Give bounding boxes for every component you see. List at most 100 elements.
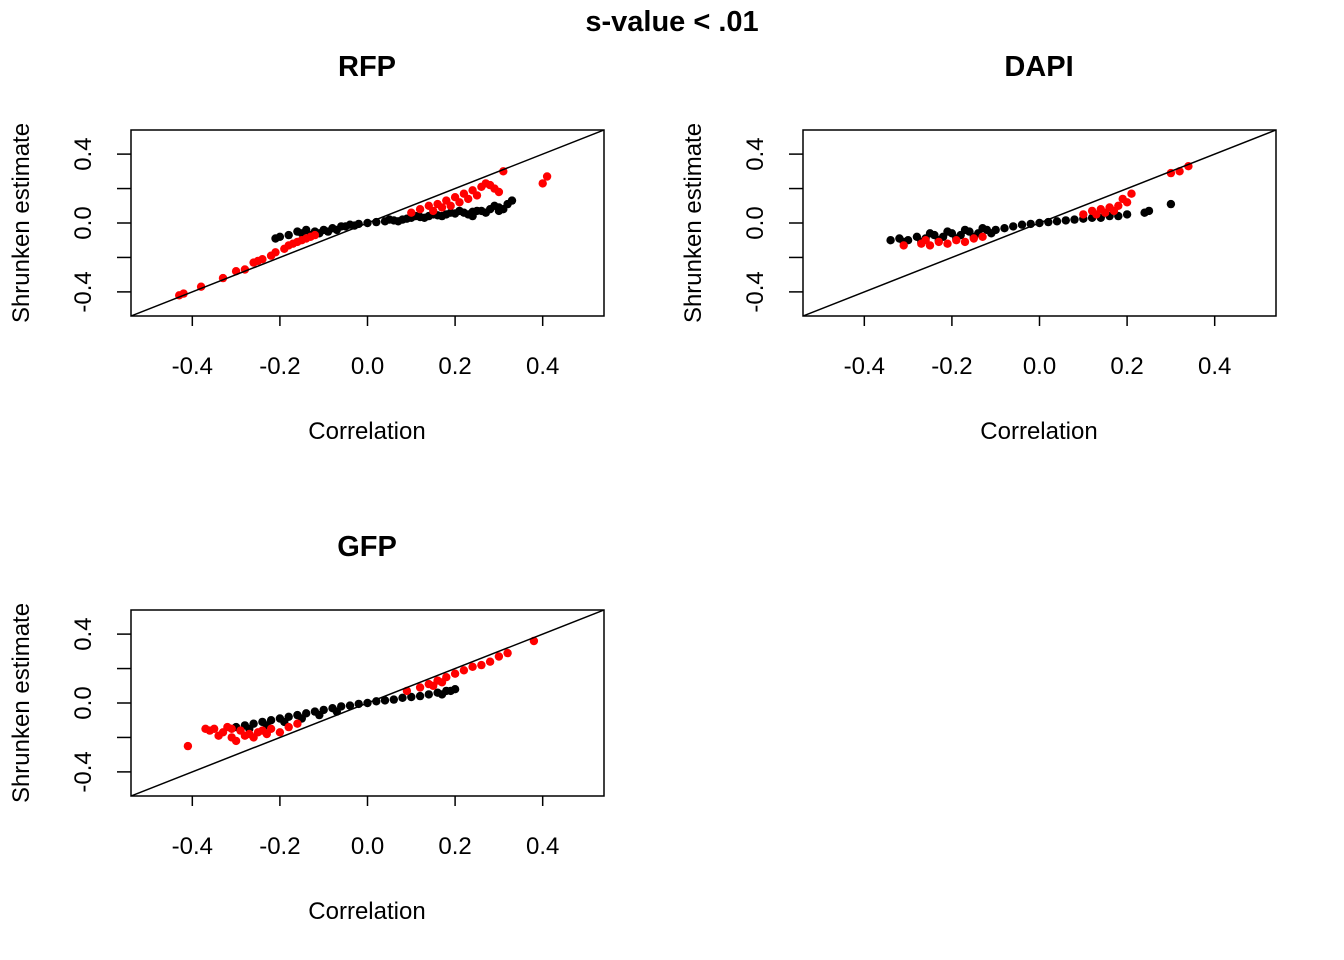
data-point	[266, 724, 276, 733]
identity-line	[131, 610, 604, 796]
data-layer	[131, 610, 604, 796]
data-point	[293, 719, 302, 728]
data-point	[490, 201, 499, 210]
data-point	[446, 686, 455, 696]
data-point	[310, 230, 320, 240]
data-point	[925, 229, 935, 238]
panel-gfp: GFP Correlation Shrunken estimate -0.4 -0…	[8, 531, 605, 925]
panel-dapi: DAPI Correlation Shrunken estimate -0.4 -…	[680, 51, 1277, 445]
data-point	[271, 248, 280, 257]
y-axis-label: Shrunken estimate	[680, 123, 707, 323]
data-point	[380, 696, 390, 705]
x-tick-label: 0.4	[526, 833, 559, 860]
data-point	[446, 201, 455, 210]
y-tick-label: -0.4	[70, 271, 97, 312]
data-point	[1070, 215, 1079, 224]
data-point	[455, 198, 464, 207]
data-point	[293, 227, 302, 236]
data-point	[455, 206, 464, 216]
data-point	[886, 236, 895, 245]
x-tick-label: 0.2	[438, 353, 471, 380]
data-point	[398, 693, 407, 702]
data-point	[437, 203, 447, 212]
x-tick-label: -0.4	[844, 353, 885, 380]
data-point	[1127, 189, 1136, 198]
data-point	[284, 230, 293, 240]
data-point	[468, 662, 477, 671]
data-point	[1144, 206, 1154, 216]
data-layer	[131, 130, 604, 316]
data-point	[429, 206, 438, 216]
data-point	[284, 722, 293, 732]
data-point	[437, 678, 447, 687]
plot-area: -0.4 -0.2 0.0 0.2 0.4 -0.4 0.0 0.4	[70, 129, 605, 380]
data-point	[420, 213, 429, 222]
data-point	[987, 229, 996, 238]
data-point	[960, 225, 970, 235]
panel-title: GFP	[337, 531, 397, 563]
data-point	[969, 234, 978, 243]
y-tick-label: 0.4	[70, 137, 97, 170]
data-point	[503, 648, 512, 658]
data-point	[943, 239, 952, 248]
data-point	[210, 724, 219, 733]
data-point	[1017, 220, 1027, 229]
data-point	[1000, 224, 1009, 233]
data-point	[459, 666, 469, 675]
data-point	[485, 657, 495, 666]
data-point	[960, 237, 970, 247]
plot-area: -0.4 -0.2 0.0 0.2 0.4 -0.4 0.0 0.4	[70, 609, 605, 860]
data-point	[538, 179, 547, 188]
data-point	[214, 731, 223, 740]
panel-title: DAPI	[1004, 51, 1073, 83]
data-point	[1122, 198, 1132, 207]
data-point	[943, 227, 952, 236]
x-axis-label: Correlation	[308, 418, 425, 445]
data-point	[921, 236, 930, 245]
data-point	[472, 191, 482, 200]
data-point	[1061, 216, 1071, 225]
data-point	[1109, 206, 1119, 216]
data-point	[494, 652, 504, 661]
data-point	[1122, 210, 1132, 219]
data-point	[394, 217, 403, 226]
data-point	[499, 205, 508, 214]
data-point	[341, 222, 350, 231]
data-point	[183, 741, 193, 751]
x-tick-label: 0.0	[351, 833, 384, 860]
x-tick-label: 0.0	[1023, 353, 1056, 380]
data-point	[446, 208, 455, 217]
x-tick-label: 0.2	[438, 833, 471, 860]
plot-area: -0.4 -0.2 0.0 0.2 0.4 -0.4 0.0 0.4	[742, 129, 1277, 380]
data-point	[315, 710, 324, 720]
data-point	[952, 236, 961, 245]
data-point	[407, 692, 416, 702]
data-point	[978, 232, 987, 241]
data-point	[899, 241, 908, 250]
data-point	[323, 227, 333, 236]
x-axis-label: Correlation	[980, 418, 1097, 445]
data-point	[1092, 210, 1101, 219]
x-tick-label: 0.2	[1110, 353, 1143, 380]
data-point	[507, 196, 517, 205]
data-point	[415, 691, 425, 701]
identity-line	[803, 130, 1276, 316]
x-tick-label: 0.4	[526, 353, 559, 380]
data-point	[542, 172, 552, 181]
y-tick-label: -0.4	[742, 271, 769, 312]
figure-title: s-value < .01	[585, 6, 758, 38]
data-point	[1079, 210, 1088, 219]
x-tick-label: -0.4	[172, 833, 213, 860]
x-tick-label: 0.4	[1198, 353, 1231, 380]
data-point	[271, 234, 280, 243]
data-point	[231, 736, 241, 746]
data-point	[978, 224, 987, 233]
data-point	[437, 690, 447, 699]
data-point	[934, 237, 943, 247]
data-point	[1101, 208, 1110, 217]
x-tick-label: -0.2	[931, 353, 972, 380]
data-point	[450, 669, 460, 678]
data-point	[477, 660, 486, 670]
data-point	[424, 690, 433, 699]
data-point	[429, 681, 438, 690]
